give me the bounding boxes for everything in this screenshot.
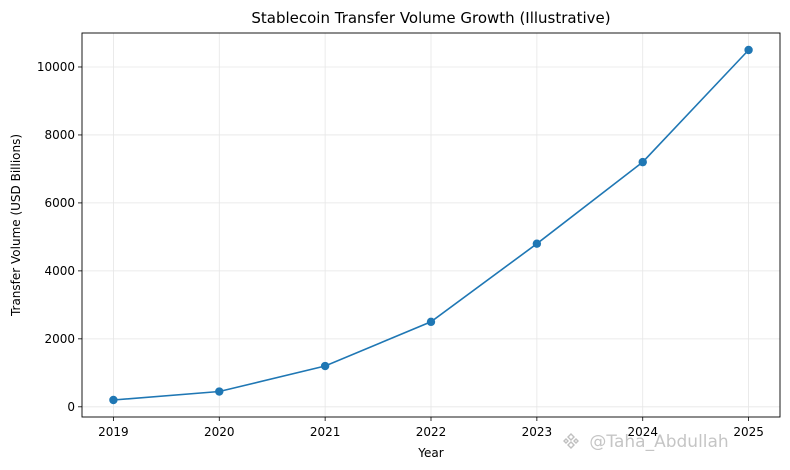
data-point bbox=[426, 317, 436, 327]
chart-title: Stablecoin Transfer Volume Growth (Illus… bbox=[251, 9, 610, 27]
y-axis-label: Transfer Volume (USD Billions) bbox=[9, 134, 23, 317]
data-point bbox=[109, 395, 118, 405]
data-point bbox=[532, 239, 542, 248]
x-tick-label: 2022 bbox=[416, 425, 447, 439]
x-tick-label: 2025 bbox=[733, 425, 764, 439]
y-axis: 0 2000 4000 6000 8000 10000 bbox=[37, 60, 82, 414]
x-axis-label: Year bbox=[417, 446, 443, 460]
data-point bbox=[638, 157, 647, 167]
y-tick-label: 0 bbox=[67, 400, 75, 414]
y-tick-label: 8000 bbox=[44, 128, 75, 142]
x-tick-label: 2020 bbox=[204, 425, 235, 439]
data-point bbox=[320, 361, 330, 371]
series-layer bbox=[109, 45, 753, 405]
data-point bbox=[744, 45, 753, 55]
grid-lines bbox=[82, 33, 780, 417]
x-tick-label: 2023 bbox=[522, 425, 553, 439]
x-tick-label: 2021 bbox=[310, 425, 341, 439]
x-axis: 2019 2020 2021 2022 2023 2024 2025 bbox=[98, 417, 764, 439]
x-tick-label: 2024 bbox=[627, 425, 658, 439]
watermark: @Taha_Abdullah bbox=[562, 432, 729, 452]
y-tick-label: 10000 bbox=[37, 60, 75, 74]
y-tick-label: 2000 bbox=[44, 332, 75, 346]
data-point bbox=[215, 387, 224, 396]
x-tick-label: 2019 bbox=[98, 425, 129, 439]
watermark-text: @Taha_Abdullah bbox=[589, 432, 729, 452]
y-tick-label: 4000 bbox=[44, 264, 75, 278]
y-tick-label: 6000 bbox=[44, 196, 75, 210]
binance-square-icon bbox=[563, 433, 579, 449]
